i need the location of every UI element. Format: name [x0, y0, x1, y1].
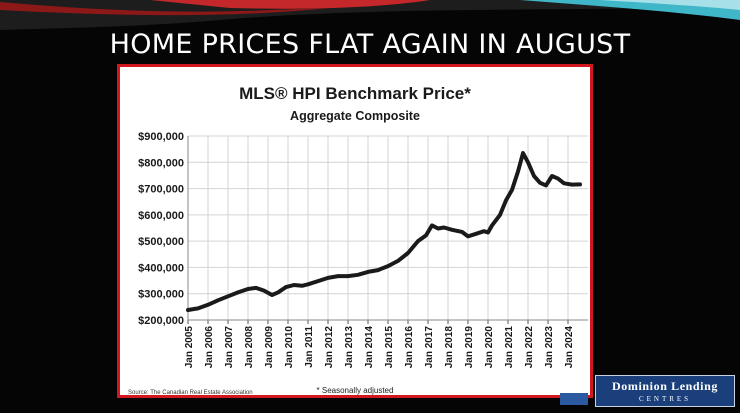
x-tick-label: Jan 2013 — [344, 326, 355, 369]
y-tick-label: $700,000 — [138, 184, 184, 196]
x-tick-label: Jan 2014 — [364, 326, 375, 369]
slide-title: HOME PRICES FLAT AGAIN IN AUGUST — [109, 29, 631, 60]
x-tick-label: Jan 2017 — [424, 326, 435, 369]
x-tick-label: Jan 2024 — [564, 326, 575, 369]
company-logo: Dominion Lending CENTRES — [595, 375, 735, 407]
x-tick-label: Jan 2019 — [464, 326, 475, 369]
x-tick-label: Jan 2008 — [244, 326, 255, 369]
x-tick-label: Jan 2016 — [404, 326, 415, 369]
x-tick-label: Jan 2009 — [264, 326, 275, 369]
x-tick-label: Jan 2010 — [284, 326, 295, 369]
x-tick-label: Jan 2022 — [524, 326, 535, 369]
line-chart: $200,000 $300,000 $400,000 $500,000 $600,000… — [138, 131, 588, 369]
y-tick-label: $800,000 — [138, 157, 184, 169]
series-line — [186, 151, 582, 312]
chart-footnote: * Seasonally adjusted — [316, 386, 394, 395]
x-tick-label: Jan 2018 — [444, 326, 455, 369]
logo-main-text: Dominion Lending — [612, 379, 718, 393]
x-tick-label: Jan 2011 — [304, 326, 315, 368]
x-tick-label: Jan 2021 — [504, 326, 515, 369]
y-tick-label: $600,000 — [138, 210, 184, 222]
source-note: Source: The Canadian Real Estate Associa… — [128, 390, 253, 396]
y-tick-label: $900,000 — [138, 131, 184, 143]
y-tick-label: $300,000 — [138, 289, 184, 301]
logo-accent — [560, 393, 588, 405]
chart-frame: MLS® HPI Benchmark Price* Aggregate Comp… — [117, 64, 593, 398]
x-tick-label: Jan 2023 — [544, 326, 555, 369]
x-tick-label: Jan 2012 — [324, 326, 335, 369]
chart-subtitle: Aggregate Composite — [290, 109, 420, 123]
chart-title: MLS® HPI Benchmark Price* — [239, 84, 471, 103]
header-swoosh — [0, 0, 740, 30]
y-tick-label: $500,000 — [138, 236, 184, 248]
x-tick-label: Jan 2020 — [484, 326, 495, 369]
x-tick-label: Jan 2006 — [204, 326, 215, 369]
x-tick-label: Jan 2005 — [184, 326, 195, 369]
y-tick-label: $200,000 — [138, 315, 184, 327]
x-tick-label: Jan 2015 — [384, 326, 395, 369]
logo-sub-text: CENTRES — [638, 395, 692, 403]
y-tick-label: $400,000 — [138, 262, 184, 274]
x-tick-label: Jan 2007 — [224, 326, 235, 369]
